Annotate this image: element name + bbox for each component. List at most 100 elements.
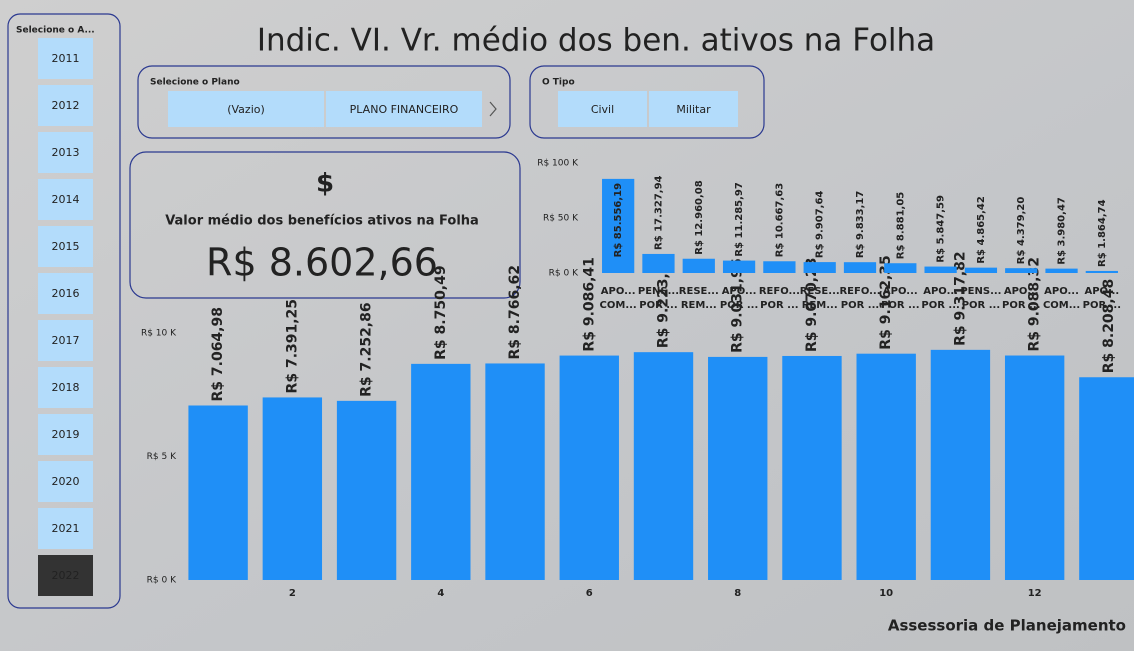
card-label: Valor médio dos benefícios ativos na Fol… [165,214,479,229]
x-tick-label: 8 [734,588,741,599]
bar [188,405,248,580]
year-label[interactable]: 2016 [52,287,80,300]
plan-button[interactable] [168,91,324,127]
bar [708,356,768,580]
year-button[interactable] [38,273,93,314]
data-label: R$ 7.252,86 [359,302,375,396]
y-tick-label: R$ 10 K [141,329,177,339]
x-tick-label: REM... [681,300,717,311]
data-label: R$ 9.086,41 [581,257,597,351]
x-tick-label: REM... [802,300,838,311]
data-label: R$ 11.285,97 [734,182,745,256]
bar [485,363,545,580]
x-tick-label: 4 [437,588,444,599]
bar [1045,268,1078,273]
scroll-arrow[interactable] [489,101,497,117]
year-label[interactable]: 2014 [52,193,80,206]
year-label[interactable]: 2015 [52,240,80,253]
bar [1079,377,1134,580]
data-label: R$ 8.766,62 [507,265,523,359]
x-tick-label: APO... [1004,286,1039,297]
card-frame [129,151,521,299]
year-label[interactable]: 2022 [52,569,80,582]
bar [722,260,756,273]
plan-label[interactable]: (Vazio) [227,103,265,116]
x-tick-label: APO... [722,286,757,297]
year-button[interactable] [38,38,93,79]
year-button[interactable] [38,461,93,502]
year-button[interactable] [38,367,93,408]
x-tick-label: REFO... [839,286,880,297]
bar [411,363,471,580]
plan-button[interactable] [326,91,482,127]
year-button[interactable] [38,179,93,220]
year-label[interactable]: 2018 [52,381,80,394]
x-tick-label: POR ... [760,300,798,311]
data-label: R$ 8.881,05 [895,192,906,260]
data-label: R$ 9.317,82 [952,251,968,345]
bar [843,262,877,273]
x-tick-label: POR ... [720,300,758,311]
year-label[interactable]: 2020 [52,475,80,488]
data-label: R$ 7.064,98 [210,307,226,401]
card-value: R$ 8.602,66 [206,241,438,285]
bar [559,355,619,580]
year-label[interactable]: 2013 [52,146,80,159]
type-label[interactable]: Civil [591,103,614,116]
type-button[interactable] [558,91,647,127]
x-tick-label: POR ... [639,300,677,311]
x-tick-label: RESE... [679,286,719,297]
data-label: R$ 9.223,85 [656,254,672,348]
year-label[interactable]: 2019 [52,428,80,441]
data-label: R$ 12.960,08 [694,180,705,254]
data-label: R$ 8.750,49 [433,265,449,359]
year-button[interactable] [38,320,93,361]
year-label[interactable]: 2017 [52,334,80,347]
year-button[interactable] [38,132,93,173]
y-tick-label: R$ 0 K [147,576,177,586]
bar [884,263,917,273]
bar [633,352,694,580]
x-tick-label: APO... [923,286,958,297]
slicer-title: O Tipo [542,78,575,88]
bar [924,266,957,273]
card-icon: $ [316,169,334,199]
x-tick-label: RESE... [800,286,840,297]
x-tick-label: PENS... [960,286,1001,297]
bar [262,397,323,580]
data-label: R$ 9.833,17 [855,191,866,259]
plan-label[interactable]: PLANO FINANCEIRO [350,103,459,116]
x-tick-label: 12 [1028,588,1042,599]
type-label[interactable]: Militar [676,103,711,116]
data-label: R$ 3.980,47 [1057,197,1068,265]
x-tick-label: COM... [600,300,637,311]
bar [1004,355,1065,580]
x-tick-label: POR ... [1083,300,1121,311]
year-slicer-frame [7,13,121,609]
year-button[interactable] [38,508,93,549]
x-tick-label: APO... [1044,286,1079,297]
x-tick-label: APO... [601,286,636,297]
bar [682,258,715,273]
year-button[interactable] [38,414,93,455]
slicer-title: Selecione o A... [16,26,95,36]
year-label[interactable]: 2021 [52,522,80,535]
data-label: R$ 17.327,94 [653,175,664,249]
year-button[interactable] [38,226,93,267]
bar [803,262,836,273]
year-label[interactable]: 2012 [52,99,80,112]
bar [856,353,916,580]
data-label: R$ 9.907,64 [815,191,826,259]
x-tick-label: 10 [879,588,893,599]
year-button[interactable] [38,555,93,596]
x-tick-label: POR ... [962,300,1000,311]
type-slicer-frame [529,65,765,139]
bar [964,267,998,273]
year-label[interactable]: 2011 [52,52,80,65]
type-button[interactable] [649,91,738,127]
data-label: R$ 85.556,19 [613,183,624,257]
y-tick-label: R$ 50 K [543,214,579,224]
year-button[interactable] [38,85,93,126]
x-tick-label: APO... [883,286,918,297]
footer: Assessoria de Planejamento [888,617,1126,635]
